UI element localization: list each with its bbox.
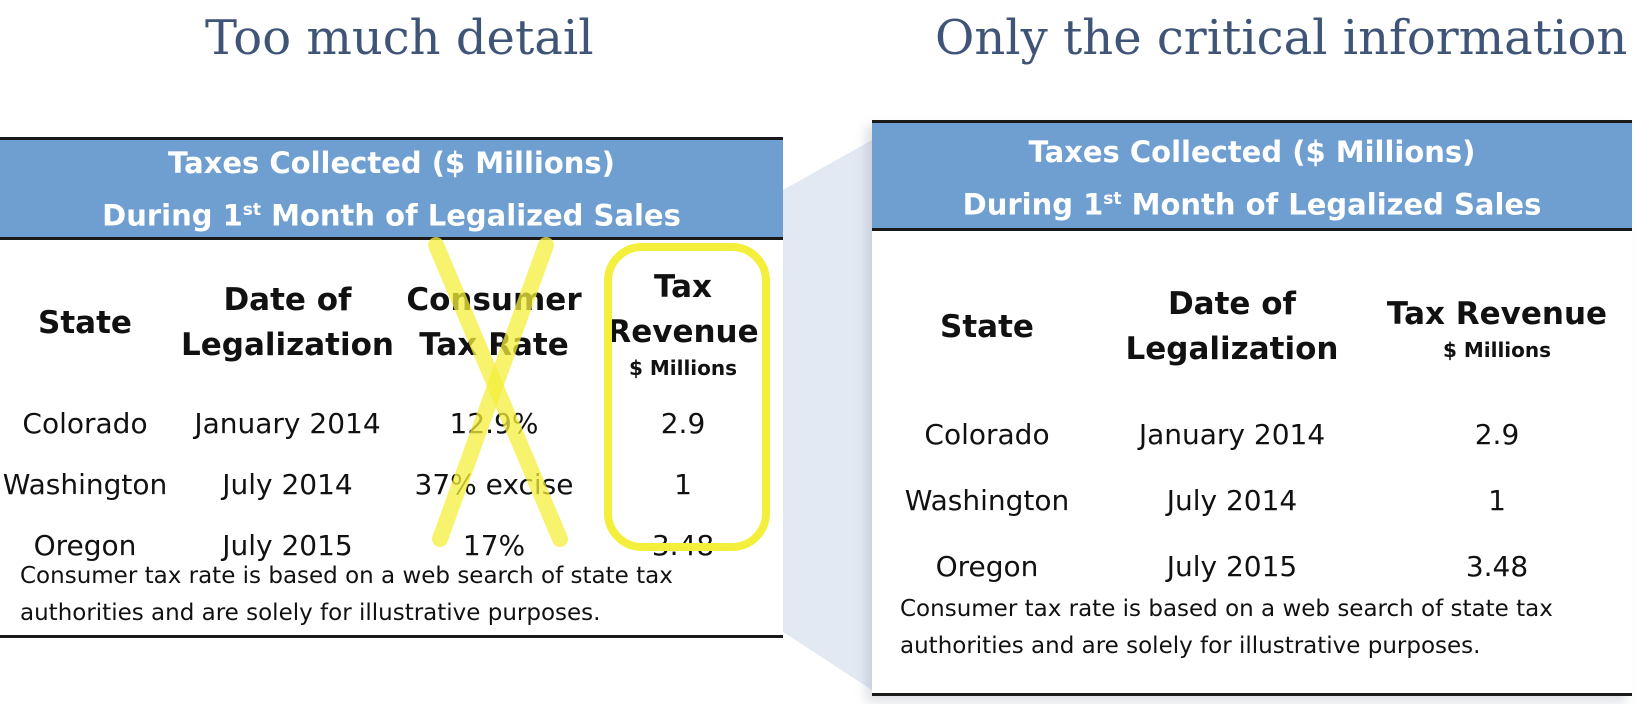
table-title-line2: During 1st Month of Legalized Sales	[102, 198, 681, 233]
cell-state: Washington	[2, 468, 168, 501]
table-title-line2: During 1st Month of Legalized Sales	[962, 187, 1542, 222]
table-header-row: State Date of Legalization Consumer Tax Ra…	[0, 253, 783, 393]
col-state: State	[940, 308, 1034, 345]
cell-revenue: 2.9	[660, 407, 706, 440]
cell-rate: 17%	[462, 529, 526, 562]
cell-revenue: 2.9	[1474, 417, 1520, 451]
table-row: Colorado January 2014 2.9	[872, 401, 1632, 467]
table-title-line1: Taxes Collected ($ Millions)	[168, 146, 615, 180]
cell-date: July 2015	[1166, 549, 1298, 583]
table-header-row: State Date of Legalization Tax Revenue $ M…	[872, 253, 1632, 401]
col-revenue: Tax Revenue $ Millions	[607, 269, 759, 380]
simplified-table: State Date of Legalization Tax Revenue $ M…	[872, 253, 1632, 599]
table-row: Washington July 2014 1	[872, 467, 1632, 533]
right-heading: Only the critical information	[935, 10, 1628, 66]
cell-state: Oregon	[935, 549, 1039, 583]
table-title-line1: Taxes Collected ($ Millions)	[1028, 135, 1476, 169]
cell-revenue: 1	[1488, 483, 1506, 517]
cell-revenue: 1	[674, 468, 692, 501]
revenue-highlight-box	[604, 243, 770, 551]
table-title-band: Taxes Collected ($ Millions) During 1st …	[872, 123, 1632, 231]
left-heading: Too much detail	[205, 10, 594, 66]
cell-date: January 2014	[194, 407, 381, 440]
cell-date: July 2015	[222, 529, 353, 562]
detailed-table: State Date of Legalization Consumer Tax Ra…	[0, 253, 783, 576]
col-date: Date of Legalization	[181, 282, 394, 363]
col-state: State	[38, 304, 132, 341]
col-tax-rate: Consumer Tax Rate	[406, 282, 582, 363]
detailed-table-card: Taxes Collected ($ Millions) During 1st …	[0, 137, 783, 638]
cell-date: July 2014	[1166, 483, 1298, 517]
cell-date: July 2014	[222, 468, 353, 501]
simplified-table-card: Taxes Collected ($ Millions) During 1st …	[872, 120, 1632, 696]
footnote: Consumer tax rate is based on a web sear…	[20, 563, 673, 626]
col-date: Date of Legalization	[1125, 286, 1339, 367]
cell-date: January 2014	[1138, 417, 1326, 451]
table-row: Washington July 2014 37% excise 1	[0, 454, 783, 515]
table-title-band: Taxes Collected ($ Millions) During 1st …	[0, 140, 783, 240]
cell-state: Colorado	[924, 417, 1050, 451]
cell-state: Colorado	[22, 407, 148, 440]
col-revenue: Tax Revenue $ Millions	[1386, 295, 1608, 362]
cell-state: Oregon	[33, 529, 137, 562]
cross-out-mark	[428, 237, 568, 547]
cell-revenue: 3.48	[1465, 549, 1529, 583]
cell-state: Washington	[904, 483, 1070, 517]
table-row: Colorado January 2014 12.9% 2.9	[0, 393, 783, 454]
table-row: Oregon July 2015 3.48	[872, 533, 1632, 599]
footnote: Consumer tax rate is based on a web sear…	[900, 596, 1553, 659]
